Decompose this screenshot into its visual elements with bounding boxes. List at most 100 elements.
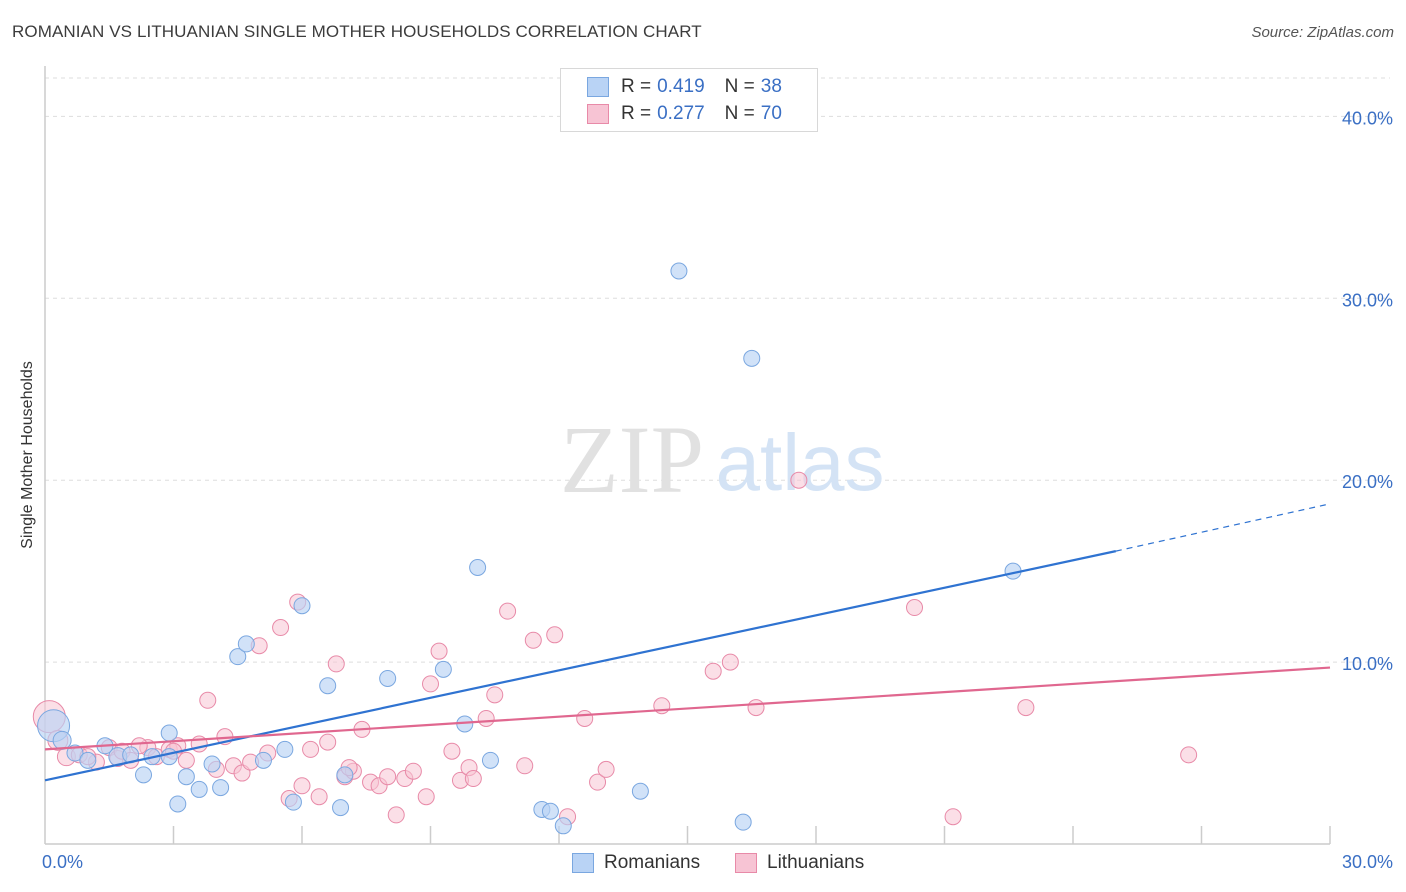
x-tick-label: 0.0% [42, 852, 83, 872]
lithuanians-point [576, 709, 594, 727]
lithuanians-point [486, 686, 504, 704]
lithuanians-point [443, 742, 461, 760]
romanians-swatch [572, 853, 594, 873]
romanians-point [743, 349, 761, 367]
lithuanians-point [302, 740, 320, 758]
romanians-point [237, 635, 255, 653]
trend-lines [44, 503, 1331, 782]
romanians-point [66, 744, 84, 762]
romanians-point [190, 780, 208, 798]
romanians-point [160, 748, 178, 766]
legend-n-value: 70 [760, 103, 782, 124]
lithuanians-point [199, 691, 217, 709]
bottom-legend-lithuanians[interactable]: Lithuanians [735, 852, 864, 874]
chart-title: ROMANIAN VS LITHUANIAN SINGLE MOTHER HOU… [12, 22, 702, 41]
bottom-legend-romanians[interactable]: Romanians [572, 852, 700, 874]
romanians-point [284, 793, 302, 811]
y-tick-label: 10.0% [1342, 654, 1393, 674]
lithuanians-point [422, 675, 439, 693]
romanians-point [332, 799, 350, 817]
lithuanians-point [310, 788, 328, 806]
romanians-point [169, 795, 187, 813]
watermark-atlas: atlas [716, 418, 885, 507]
romanians-point [254, 751, 272, 769]
legend-n-label: N = [724, 76, 755, 97]
romanians-trend-line [44, 550, 1117, 782]
romanians-point [276, 740, 294, 758]
lithuanians-point [327, 655, 345, 673]
romanians-point [631, 782, 649, 800]
legend-n-value: 38 [760, 76, 782, 97]
lithuanians-swatch [735, 853, 757, 873]
legend-r-label: R = [621, 76, 652, 97]
lithuanians-point [524, 631, 542, 649]
lithuanians-swatch [587, 104, 609, 124]
romanians-point [212, 779, 230, 797]
legend-label-lithuanians: Lithuanians [767, 852, 865, 873]
legend-row-romanians: R = 0.419 N = 38 [587, 76, 782, 98]
romanians-point [160, 724, 178, 742]
romanians-point [52, 730, 72, 750]
romanians-point [336, 766, 354, 784]
tick-labels: 10.0% 20.0% 30.0% 40.0% 0.0% 30.0% [42, 108, 1393, 872]
y-tick-label: 30.0% [1342, 290, 1393, 310]
watermark: ZIP atlas [560, 406, 884, 513]
lithuanians-point [597, 760, 615, 778]
lithuanians-points [32, 471, 1198, 826]
romanians-points [37, 262, 1022, 835]
legend-label-romanians: Romanians [604, 852, 701, 873]
lithuanians-point [721, 653, 739, 671]
lithuanians-point [272, 619, 290, 637]
lithuanians-point [464, 770, 482, 788]
source-label: Source: ZipAtlas.com [1251, 24, 1394, 41]
romanians-point [79, 751, 97, 769]
legend-r-label: R = [621, 103, 652, 124]
romanians-point [379, 669, 397, 687]
romanians-point [434, 660, 452, 678]
romanians-point [135, 766, 153, 784]
watermark-zip: ZIP [560, 406, 704, 513]
romanians-point [177, 768, 195, 786]
lithuanians-point [404, 762, 422, 780]
romanians-point [319, 677, 337, 695]
lithuanians-point [704, 662, 722, 680]
romanians-point [203, 755, 221, 773]
lithuanians-point [516, 757, 534, 775]
x-tick-label: 30.0% [1342, 852, 1393, 872]
lithuanians-point [387, 806, 405, 824]
y-tick-label: 40.0% [1342, 108, 1393, 128]
legend-n-label: N = [724, 103, 755, 124]
lithuanians-point [499, 602, 517, 620]
lithuanians-point [546, 626, 564, 644]
lithuanians-point [944, 808, 962, 826]
lithuanians-point [417, 788, 435, 806]
legend-row-lithuanians: R = 0.277 N = 70 [587, 103, 782, 125]
lithuanians-point [379, 768, 397, 786]
lithuanians-point [1017, 699, 1035, 717]
lithuanians-point [790, 471, 808, 489]
correlation-legend: R = 0.419 N = 38 R = 0.277 N = 70 [560, 68, 818, 132]
romanians-point [734, 813, 752, 831]
romanians-point [469, 559, 487, 577]
lithuanians-point [430, 642, 448, 660]
lithuanians-point [747, 699, 765, 717]
lithuanians-trend-line [44, 666, 1331, 751]
romanians-point [293, 597, 311, 615]
romanians-point [541, 802, 559, 820]
romanians-point [670, 262, 688, 280]
lithuanians-point [589, 773, 607, 791]
lithuanians-point [906, 599, 924, 617]
lithuanians-point [1180, 746, 1198, 764]
lithuanians-point [319, 733, 337, 751]
grid-lines [45, 77, 1390, 663]
romanians-point [554, 817, 572, 835]
romanians-swatch [587, 77, 609, 97]
legend-r-value: 0.419 [657, 76, 705, 97]
legend-r-value: 0.277 [657, 103, 705, 124]
romanians-trend-extension [1115, 503, 1331, 552]
lithuanians-point [293, 777, 311, 795]
lithuanians-point [477, 709, 495, 727]
romanians-point [229, 648, 247, 666]
romanians-point [481, 751, 499, 769]
